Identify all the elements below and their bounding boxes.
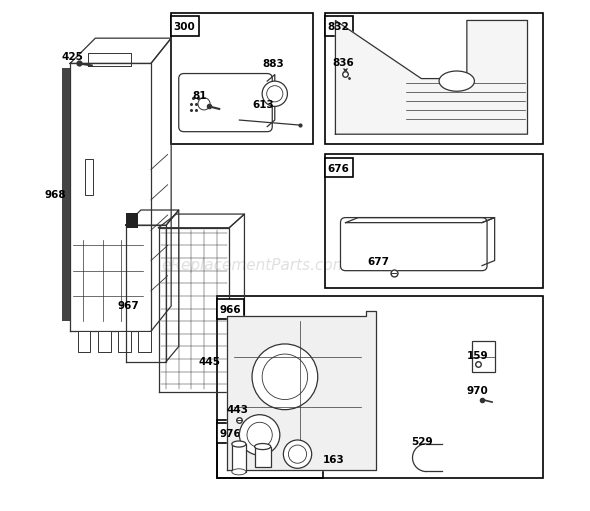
Bar	[98, 331, 110, 352]
Circle shape	[267, 86, 283, 102]
Bar	[325, 158, 353, 177]
Text: 970: 970	[467, 386, 489, 396]
Text: 445: 445	[199, 357, 221, 367]
FancyBboxPatch shape	[179, 74, 272, 132]
Bar	[325, 154, 543, 288]
Text: eReplacementParts.com: eReplacementParts.com	[161, 258, 348, 273]
Bar	[126, 213, 138, 228]
Ellipse shape	[232, 469, 246, 475]
Circle shape	[198, 98, 210, 110]
Bar	[325, 16, 353, 36]
Bar	[325, 13, 543, 144]
Text: 968: 968	[45, 190, 67, 200]
Text: 836: 836	[332, 58, 353, 68]
Text: 883: 883	[262, 59, 284, 69]
Text: 529: 529	[411, 436, 433, 447]
Text: 976: 976	[219, 429, 241, 439]
Bar	[217, 423, 244, 443]
Circle shape	[262, 354, 307, 400]
Text: 159: 159	[467, 351, 489, 361]
Bar	[171, 13, 313, 144]
Circle shape	[283, 440, 312, 468]
Bar	[217, 296, 543, 478]
Bar	[254, 447, 271, 467]
Bar	[171, 16, 199, 36]
FancyBboxPatch shape	[340, 218, 487, 271]
Text: 163: 163	[323, 455, 345, 465]
Text: 300: 300	[173, 22, 195, 32]
Text: 425: 425	[61, 52, 83, 62]
Ellipse shape	[254, 444, 271, 450]
Bar	[63, 68, 70, 321]
Bar	[232, 444, 246, 472]
Circle shape	[289, 445, 307, 463]
Polygon shape	[336, 20, 527, 134]
Bar	[85, 159, 93, 195]
Text: 81: 81	[192, 91, 207, 101]
Bar	[217, 299, 244, 319]
Bar	[78, 331, 90, 352]
Text: 676: 676	[328, 164, 350, 174]
Bar	[472, 341, 494, 371]
Circle shape	[240, 415, 280, 455]
Circle shape	[262, 81, 287, 106]
Text: 966: 966	[219, 305, 241, 315]
Text: 613: 613	[252, 100, 274, 110]
Circle shape	[247, 422, 272, 448]
Bar	[118, 331, 131, 352]
Text: 832: 832	[328, 22, 350, 32]
Circle shape	[252, 344, 318, 410]
Ellipse shape	[439, 71, 474, 91]
Polygon shape	[227, 311, 376, 470]
Text: 967: 967	[117, 301, 139, 311]
Text: 677: 677	[368, 257, 389, 267]
Bar	[138, 331, 151, 352]
Ellipse shape	[232, 441, 246, 447]
Bar	[217, 420, 323, 478]
Text: 443: 443	[227, 405, 249, 414]
